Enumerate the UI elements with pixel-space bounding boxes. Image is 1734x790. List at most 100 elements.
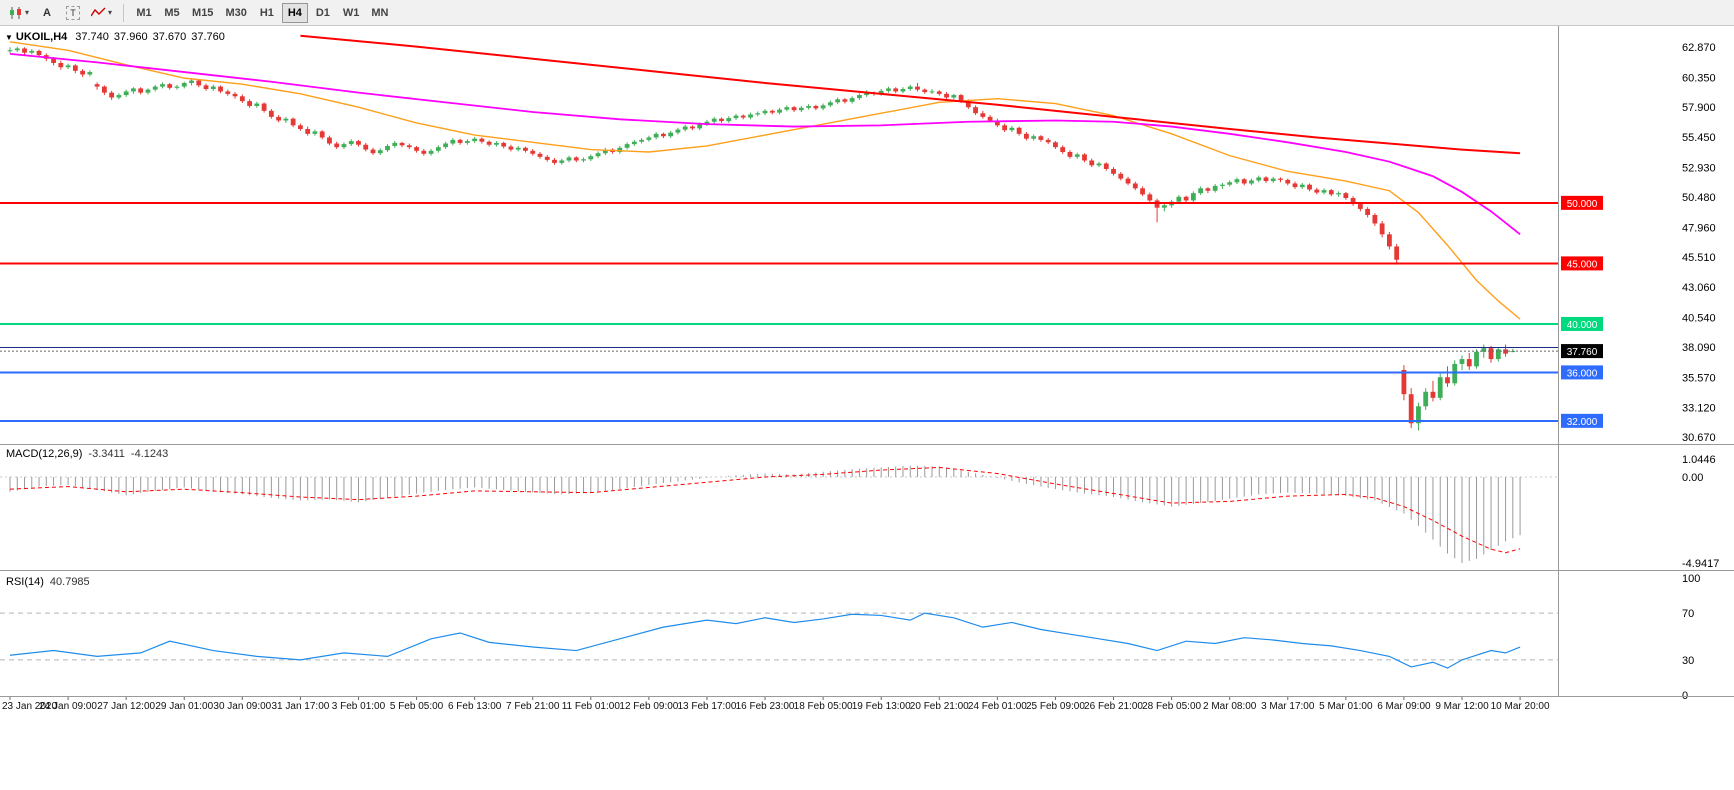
time-label: 3 Feb 01:00 <box>332 701 386 712</box>
time-label: 11 Feb 01:00 <box>562 701 621 712</box>
candlestick-chart-icon <box>10 6 21 19</box>
candle-body <box>1009 127 1015 131</box>
candle-body <box>784 107 790 110</box>
candle-body <box>116 95 122 98</box>
candle-body <box>101 86 107 93</box>
candle-body <box>1336 193 1341 195</box>
candle-body <box>145 89 151 93</box>
macd-pane[interactable] <box>0 465 1558 563</box>
candle-body <box>1140 188 1145 195</box>
candle-body <box>298 125 303 129</box>
price-tick-label: 52.930 <box>1682 162 1716 174</box>
candle-body <box>1256 177 1262 181</box>
time-label: 5 Mar 01:00 <box>1319 701 1373 712</box>
timeframe-m15[interactable]: M15 <box>187 3 218 23</box>
hline-price-label-text: 32.000 <box>1567 417 1598 428</box>
macd-main-value: -3.3411 <box>88 448 125 460</box>
timeframe-mn[interactable]: MN <box>366 3 393 23</box>
candle-body <box>268 110 274 117</box>
candle-body <box>624 144 630 148</box>
candle-body <box>218 86 223 92</box>
candle-body <box>704 121 710 125</box>
hline-price-label-text: 40.000 <box>1567 320 1598 331</box>
candle-body <box>581 159 586 161</box>
candle-body <box>515 147 521 150</box>
candle-body <box>72 65 78 71</box>
candle-body <box>675 129 681 133</box>
candle-body <box>181 82 187 87</box>
candle-body <box>443 143 448 148</box>
ohlc-close: 37.760 <box>191 31 225 43</box>
candle-body <box>878 90 884 94</box>
candle-body <box>769 110 775 113</box>
candle-body <box>377 150 383 154</box>
candle-body <box>283 118 289 121</box>
time-label: 2 Mar 08:00 <box>1203 701 1257 712</box>
candle-body <box>1474 351 1479 367</box>
candle-body <box>733 115 739 119</box>
timeframe-m1[interactable]: M1 <box>131 3 157 23</box>
candle-body <box>820 105 826 109</box>
timeframe-w1[interactable]: W1 <box>338 3 365 23</box>
ohlc-low: 37.670 <box>152 31 187 43</box>
macd-indicator-header: MACD(12,26,9) -3.3411 -4.1243 <box>6 448 168 460</box>
rsi-pane[interactable] <box>0 612 1558 669</box>
timeframe-m30[interactable]: M30 <box>220 3 251 23</box>
candle-body <box>210 86 216 90</box>
candle-body <box>1270 178 1276 182</box>
candle-body <box>631 141 637 145</box>
candle-body <box>1430 391 1436 398</box>
candle-body <box>682 126 688 130</box>
candle-body <box>399 142 405 146</box>
candle-body <box>87 72 93 75</box>
candle-body <box>1190 193 1196 201</box>
candle-body <box>1031 136 1037 139</box>
time-label: 30 Jan 09:00 <box>213 701 271 712</box>
candle-body <box>276 116 282 121</box>
candle-body <box>762 110 768 114</box>
price-tick-label: 43.060 <box>1682 282 1716 294</box>
candle-body <box>51 58 56 63</box>
timeframe-d1[interactable]: D1 <box>310 3 336 23</box>
price-scale-area[interactable] <box>1558 26 1734 696</box>
timeframe-m5[interactable]: M5 <box>159 3 185 23</box>
candle-body <box>428 150 434 154</box>
price-tick-label: 55.450 <box>1682 132 1716 144</box>
macd-tick-label: 1.0446 <box>1682 454 1716 466</box>
candle-body <box>1198 188 1204 194</box>
indicators-button[interactable]: ▾ <box>87 3 116 23</box>
rsi-label: RSI(14) <box>6 576 44 588</box>
candle-body <box>1154 200 1160 208</box>
candle-body <box>1161 205 1167 208</box>
candle-body <box>1045 139 1051 143</box>
candle-body <box>1249 180 1254 184</box>
candle-body <box>501 142 507 147</box>
candle-body <box>189 80 194 83</box>
timeframe-h4[interactable]: H4 <box>281 2 308 23</box>
textbox-tool-button[interactable]: T <box>61 3 85 23</box>
candle-body <box>152 86 158 90</box>
price-pane[interactable] <box>0 34 1558 431</box>
text-cursor-button[interactable]: A <box>35 3 59 23</box>
candle-body <box>327 137 332 144</box>
candle-body <box>36 50 42 56</box>
timeframe-h1[interactable]: H1 <box>254 3 280 23</box>
candle-body <box>886 88 891 91</box>
medium-ma-line <box>9 53 1521 236</box>
zigzag-indicator-icon <box>91 7 106 17</box>
time-scale-area[interactable] <box>0 696 1734 716</box>
time-label: 19 Feb 13:00 <box>852 701 911 712</box>
candle-body <box>726 118 732 122</box>
candle-body <box>922 89 928 93</box>
candle-body <box>915 86 920 90</box>
candle-body <box>472 138 478 142</box>
chart-type-button[interactable]: ▾ <box>5 3 33 23</box>
candle-body <box>450 139 456 144</box>
candle-body <box>653 133 659 138</box>
candle-body <box>1357 204 1363 209</box>
time-label: 25 Feb 09:00 <box>1026 701 1085 712</box>
candle-body <box>1212 185 1218 191</box>
candle-body <box>406 145 412 148</box>
symbol-dropdown-icon[interactable]: ▼ <box>5 33 13 42</box>
